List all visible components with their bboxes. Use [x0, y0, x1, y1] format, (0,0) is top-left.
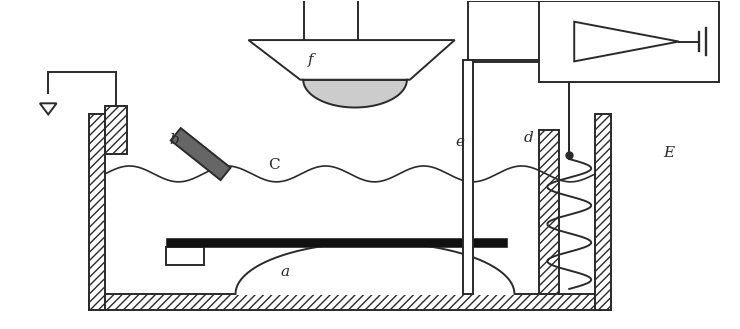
- Polygon shape: [249, 40, 454, 80]
- Polygon shape: [303, 80, 407, 108]
- Text: b: b: [169, 133, 180, 147]
- Polygon shape: [574, 22, 679, 62]
- Bar: [105, 107, 127, 154]
- Polygon shape: [235, 242, 514, 294]
- Bar: [595, 114, 611, 310]
- Text: e: e: [455, 135, 465, 149]
- Bar: [105, 114, 595, 294]
- Bar: [166, 239, 508, 247]
- Polygon shape: [171, 128, 231, 180]
- Bar: [89, 114, 105, 310]
- Bar: [539, 130, 559, 294]
- Text: E: E: [663, 146, 674, 160]
- Text: f: f: [308, 53, 314, 67]
- Bar: [539, 1, 719, 82]
- Bar: [89, 294, 611, 310]
- Text: d: d: [524, 131, 534, 145]
- Text: a: a: [280, 265, 290, 279]
- Bar: [462, 60, 473, 294]
- Bar: [166, 247, 204, 265]
- Text: C: C: [269, 158, 280, 171]
